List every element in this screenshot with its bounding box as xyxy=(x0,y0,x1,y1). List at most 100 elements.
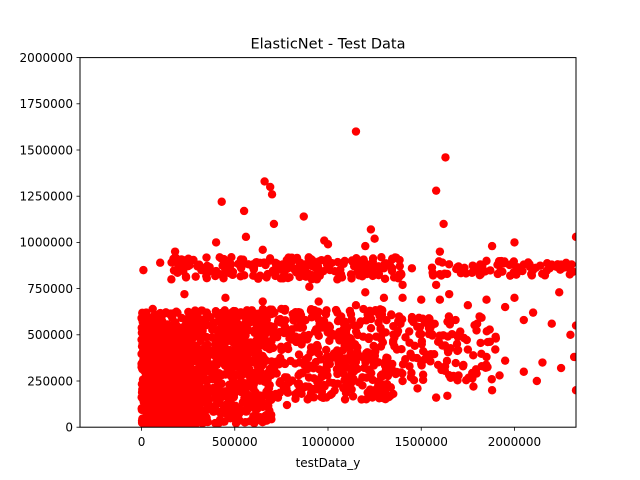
data-point xyxy=(340,375,349,385)
data-point xyxy=(435,247,445,256)
data-point xyxy=(242,325,252,335)
data-point xyxy=(227,383,237,392)
data-point xyxy=(409,375,419,385)
data-point xyxy=(202,271,211,281)
data-point xyxy=(418,375,428,385)
data-point xyxy=(202,253,211,262)
data-point xyxy=(500,356,510,365)
data-point xyxy=(261,260,270,270)
data-point xyxy=(211,307,221,316)
data-point xyxy=(152,324,161,333)
data-point xyxy=(398,360,408,369)
data-point xyxy=(243,360,253,370)
data-point xyxy=(542,259,552,268)
data-point xyxy=(182,421,192,428)
y-tick-label: 250000 xyxy=(27,374,73,388)
data-point xyxy=(443,345,452,354)
data-point xyxy=(409,317,418,327)
data-point xyxy=(174,418,183,428)
data-point xyxy=(175,352,185,361)
data-point xyxy=(360,355,370,365)
data-point xyxy=(173,378,183,388)
data-point xyxy=(170,322,179,331)
data-point xyxy=(461,269,471,278)
data-point xyxy=(571,232,576,242)
data-point xyxy=(322,363,331,372)
data-point xyxy=(500,302,510,312)
data-point xyxy=(341,326,351,335)
data-point xyxy=(138,375,148,384)
data-point xyxy=(468,261,477,270)
data-point xyxy=(407,264,417,273)
data-point xyxy=(267,190,277,199)
data-point xyxy=(291,389,300,399)
data-point xyxy=(325,378,334,387)
data-point xyxy=(228,348,237,357)
data-point xyxy=(447,329,457,339)
data-point xyxy=(265,406,274,415)
data-point xyxy=(166,398,176,407)
data-point xyxy=(398,376,407,386)
data-point xyxy=(239,206,249,216)
data-point xyxy=(139,265,148,275)
data-point xyxy=(137,335,146,344)
data-point xyxy=(258,245,267,254)
data-point xyxy=(323,254,332,264)
data-point xyxy=(165,364,175,374)
data-point xyxy=(166,352,175,361)
data-point xyxy=(319,266,328,276)
data-point xyxy=(258,360,268,369)
data-point xyxy=(314,257,323,266)
data-point xyxy=(163,333,173,342)
data-point xyxy=(528,308,538,317)
data-point xyxy=(477,349,486,359)
data-point xyxy=(261,414,270,424)
y-tick-label: 2000000 xyxy=(20,51,73,65)
data-point xyxy=(260,325,270,335)
data-point xyxy=(221,293,230,303)
data-point xyxy=(519,367,528,376)
data-point xyxy=(491,332,500,341)
data-point xyxy=(189,348,199,357)
data-point xyxy=(389,273,399,282)
data-point xyxy=(374,358,383,367)
data-point xyxy=(151,410,161,420)
data-point xyxy=(273,317,283,326)
data-point xyxy=(296,310,305,320)
data-point xyxy=(247,316,257,326)
data-point xyxy=(364,333,374,342)
data-point xyxy=(262,391,271,400)
data-point xyxy=(235,342,245,351)
data-point xyxy=(283,344,293,354)
data-point xyxy=(253,373,263,383)
data-point xyxy=(258,297,267,306)
data-point xyxy=(280,304,290,314)
data-point xyxy=(268,343,278,353)
data-point xyxy=(381,356,391,365)
data-point xyxy=(222,399,232,409)
data-point xyxy=(225,258,235,268)
data-point xyxy=(441,153,450,162)
data-point xyxy=(178,366,188,376)
data-point xyxy=(254,340,263,350)
data-point xyxy=(374,318,383,327)
data-point xyxy=(477,313,486,322)
y-tick-label: 1500000 xyxy=(20,143,73,157)
data-point xyxy=(351,301,361,310)
data-point xyxy=(348,392,358,401)
data-point xyxy=(407,368,416,378)
data-point xyxy=(217,379,226,389)
data-point xyxy=(437,365,446,375)
data-point xyxy=(307,346,316,355)
data-point xyxy=(387,264,397,273)
data-point xyxy=(335,336,344,345)
data-point xyxy=(222,353,231,362)
data-point xyxy=(150,394,159,404)
data-point xyxy=(189,309,198,318)
data-point xyxy=(475,261,485,271)
data-point xyxy=(361,288,370,297)
data-point xyxy=(214,369,224,378)
data-point xyxy=(500,257,509,266)
data-point xyxy=(439,219,448,229)
data-point xyxy=(319,316,329,326)
